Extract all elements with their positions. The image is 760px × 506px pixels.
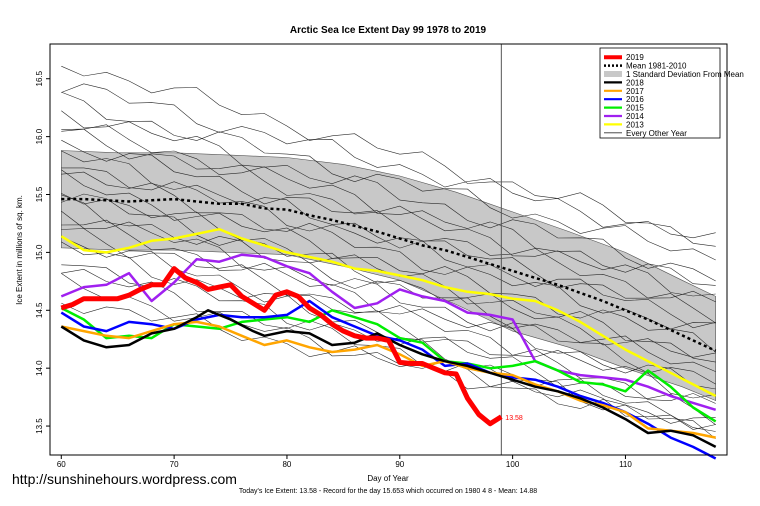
footer-note: Today's Ice Extent: 13.58 - Record for t… — [239, 488, 537, 495]
x-tick-label: 110 — [619, 460, 632, 469]
y-tick-label: 14.5 — [35, 302, 44, 318]
x-axis-label: Day of Year — [367, 474, 409, 483]
legend-label: 1 Standard Deviation From Mean — [626, 70, 744, 79]
legend-label: Mean 1981-2010 — [626, 62, 687, 71]
every-other-year-line — [61, 219, 716, 390]
chart-title: Arctic Sea Ice Extent Day 99 1978 to 201… — [290, 25, 487, 36]
y-tick-label: 16.0 — [35, 128, 44, 144]
every-other-year-line — [61, 110, 716, 282]
series-line-2019 — [60, 266, 503, 427]
every-other-year-line — [61, 128, 716, 297]
every-other-year-line — [61, 228, 716, 399]
x-tick-label: 90 — [395, 460, 404, 469]
every-other-year-line — [61, 193, 716, 358]
series-line-2014 — [60, 253, 717, 411]
every-other-year-line — [61, 171, 716, 330]
every-other-year-line — [61, 302, 716, 432]
every-other-year-layer — [61, 65, 716, 440]
series-line-2013 — [60, 227, 717, 398]
legend-label: 2013 — [626, 120, 644, 129]
legend-label: Every Other Year — [626, 129, 687, 138]
legend-label: 2016 — [626, 95, 644, 104]
every-other-year-line — [61, 167, 716, 329]
every-other-year-line — [61, 91, 716, 261]
plot-border — [49, 43, 728, 456]
x-tick-label: 80 — [282, 460, 291, 469]
legend-label: 2017 — [626, 87, 644, 96]
legend-label: 2019 — [626, 53, 644, 62]
y-tick-label: 15.0 — [35, 244, 44, 260]
legend-label: 2015 — [626, 104, 644, 113]
every-other-year-line — [61, 150, 716, 324]
current-value-label: 13.58 — [505, 415, 523, 422]
y-tick-label: 16.5 — [35, 70, 44, 86]
mean-layer — [61, 197, 717, 352]
x-tick-label: 60 — [57, 460, 66, 469]
credit-url: http://sunshinehours.wordpress.com — [12, 471, 237, 487]
every-other-year-line — [61, 273, 716, 440]
y-tick-label: 13.5 — [35, 418, 44, 434]
x-tick-label: 100 — [506, 460, 520, 469]
y-axis-label: Ice Extent in millions of sq. km. — [15, 195, 24, 305]
every-other-year-line — [61, 210, 716, 385]
y-tick-label: 15.5 — [35, 186, 44, 202]
every-other-year-line — [61, 83, 716, 239]
legend-label: 2014 — [626, 112, 644, 121]
y-tick-label: 14.0 — [35, 360, 44, 376]
mean-line — [61, 197, 717, 352]
series-line-2017 — [61, 320, 716, 439]
every-other-year-line — [61, 124, 716, 286]
legend-swatch — [604, 71, 622, 77]
series-layer — [60, 227, 717, 460]
every-other-year-line — [61, 169, 716, 353]
x-tick-label: 70 — [170, 460, 179, 469]
series-line-2018 — [60, 309, 717, 449]
legend-box — [599, 47, 721, 139]
y-axis: 13.5 14.0 14.5 15.0 15.5 16.0 16.5 — [35, 70, 50, 434]
every-other-year-line — [61, 139, 716, 303]
every-other-year-line — [61, 65, 716, 247]
legend-label: 2018 — [626, 78, 644, 87]
x-axis: 60 70 80 90 100 110 — [57, 455, 632, 469]
